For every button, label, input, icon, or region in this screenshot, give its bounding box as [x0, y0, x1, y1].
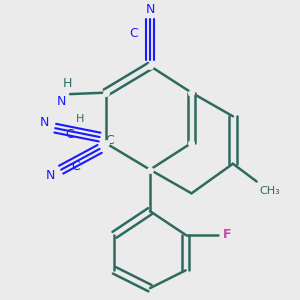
Text: H: H	[62, 77, 72, 90]
Text: CH₃: CH₃	[260, 186, 280, 196]
Text: H: H	[76, 114, 85, 124]
Text: C: C	[66, 128, 74, 141]
Text: N: N	[46, 169, 55, 182]
Text: N: N	[145, 3, 155, 16]
Text: C: C	[72, 160, 80, 173]
Text: C: C	[129, 27, 138, 40]
Text: N: N	[40, 116, 49, 129]
Text: N: N	[56, 95, 66, 108]
Text: C: C	[106, 134, 114, 146]
Text: F: F	[223, 228, 231, 241]
